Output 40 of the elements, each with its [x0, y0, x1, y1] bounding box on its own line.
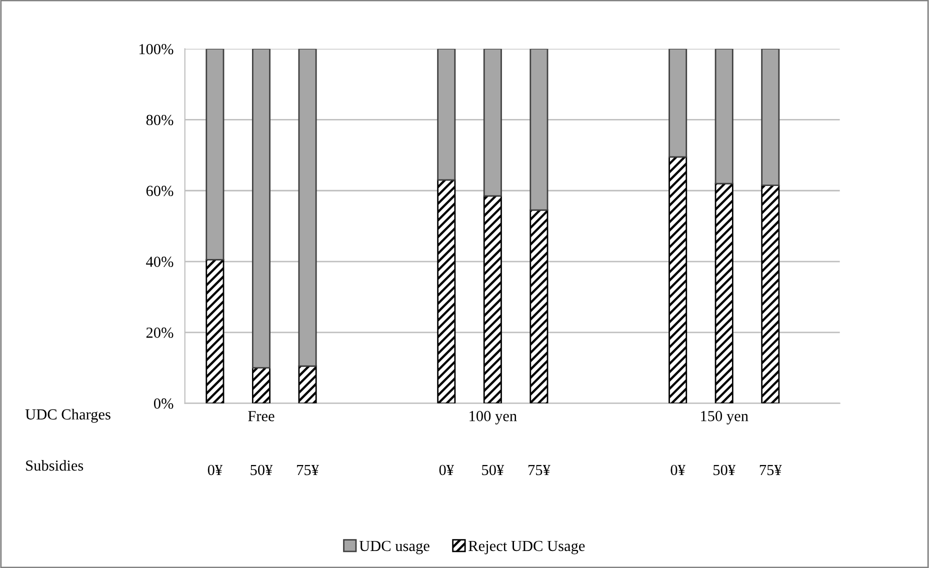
bar: [298, 365, 317, 404]
bar: [668, 156, 688, 404]
bar: [530, 209, 548, 404]
bar: [437, 48, 456, 181]
x-tick-label: 50¥: [482, 464, 504, 476]
bar: [530, 48, 548, 211]
bar: [437, 179, 456, 404]
bar: [206, 259, 224, 404]
bar: [252, 48, 270, 369]
bar: [668, 48, 688, 158]
text: 150 yen: [701, 410, 748, 424]
y-tick-label: 20%: [146, 328, 174, 338]
text: Subsidies: [26, 460, 84, 471]
bar: [714, 182, 734, 404]
bar: [252, 367, 270, 404]
y-tick-label: 80%: [146, 114, 174, 126]
x-tick-label: 0¥: [439, 464, 454, 476]
x-tick-label: 75¥: [528, 464, 550, 476]
legend-label: Reject UDC Usage: [468, 540, 585, 554]
x-tick-label: 75¥: [760, 464, 782, 476]
y-tick-label: 60%: [146, 186, 174, 196]
y-tick-label: 0%: [154, 398, 174, 409]
text: Free: [248, 411, 274, 422]
bar: [483, 48, 502, 197]
bar: [714, 48, 734, 184]
x-tick-label: 50¥: [714, 464, 736, 476]
x-tick-label: 0¥: [208, 464, 223, 476]
y-tick-label: 40%: [146, 256, 174, 268]
bar: [761, 184, 780, 404]
bar: [206, 48, 224, 260]
bar: [298, 48, 317, 367]
text: UDC Charges: [25, 408, 110, 423]
bar: [761, 48, 780, 186]
text: 100 yen: [470, 410, 517, 424]
x-tick-label: 75¥: [297, 464, 319, 476]
x-tick-label: 0¥: [670, 464, 686, 476]
y-tick-label: 100%: [139, 44, 174, 54]
legend-label: UDC usage: [359, 540, 430, 554]
x-tick-label: 50¥: [250, 464, 273, 476]
bar: [483, 195, 502, 404]
